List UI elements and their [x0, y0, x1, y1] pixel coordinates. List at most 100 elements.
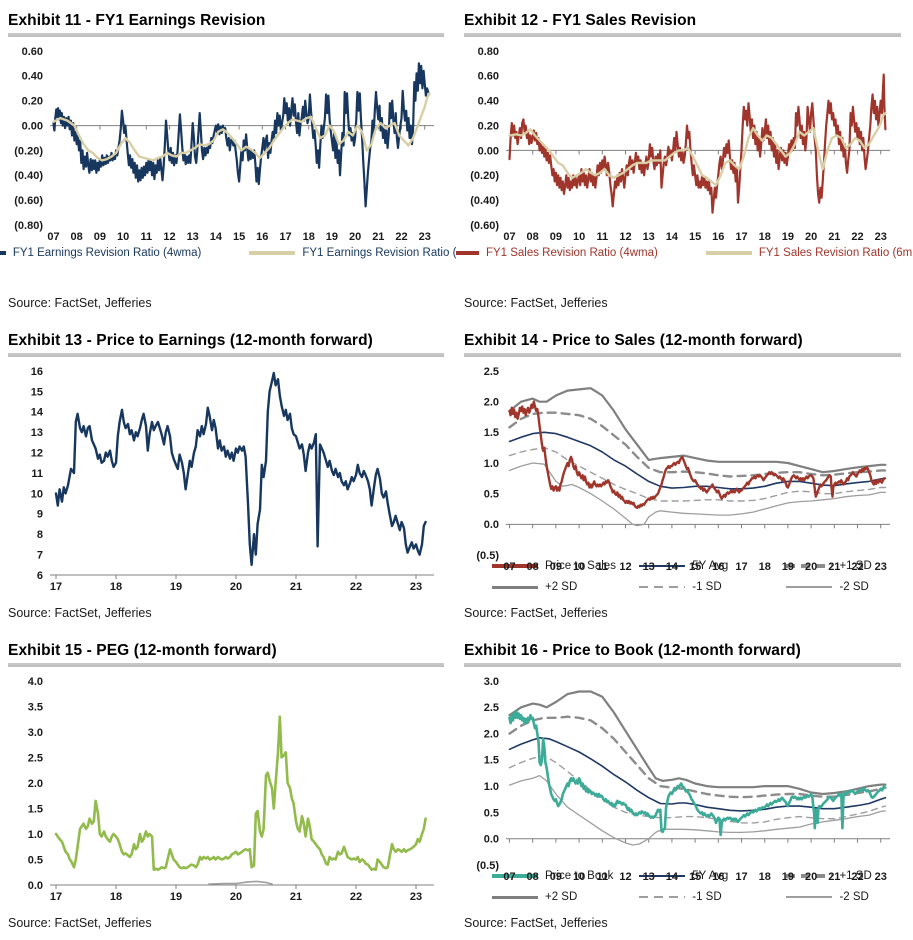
legend-label: FY1 Sales Revision Ratio (6mma) — [758, 247, 913, 259]
series-line — [508, 387, 887, 474]
series-line — [508, 754, 887, 824]
legend-label: -2 SD — [839, 581, 869, 593]
x-axis-tick-label: 14 — [666, 561, 679, 573]
y-axis-tick-label: (0.5) — [476, 550, 499, 562]
title-underline — [8, 353, 444, 357]
legend-line-swatch — [639, 896, 686, 898]
chart-title: Exhibit 16 - Price to Book (12-month for… — [464, 642, 801, 659]
legend-label: +1 SD — [839, 870, 872, 882]
x-axis-tick-label: 16 — [712, 231, 724, 243]
x-axis-tick-label: 07 — [47, 231, 59, 243]
x-axis-tick-label: 11 — [596, 871, 608, 883]
legend-label: 5Y Avg — [692, 560, 729, 572]
x-axis-tick-label: 23 — [875, 871, 887, 883]
y-axis-tick-label: 1.0 — [28, 829, 43, 841]
y-axis-tick-label: 0.0 — [28, 880, 43, 892]
x-axis-tick-label: 20 — [805, 561, 817, 573]
x-axis-tick-label: 08 — [71, 231, 83, 243]
plot-area: 16 15 14 13 12 11 10 9 8 7 6 17 18 19 20 21 22 23 — [31, 366, 434, 593]
series-line — [208, 880, 273, 885]
exhibit-11-card: Exhibit 11 - FY1 Earnings Revision 0.60 0… — [0, 0, 456, 320]
title-underline — [8, 663, 444, 667]
y-axis-tick-label: 0.80 — [478, 46, 499, 58]
y-axis-tick-label: (0.60) — [14, 195, 43, 207]
x-axis-tick-label: 21 — [372, 231, 384, 243]
legend-item: +1 SD — [786, 870, 901, 882]
legend-item: FY1 Sales Revision Ratio (6mma) — [705, 247, 913, 259]
x-axis-tick-label: 22 — [851, 871, 863, 883]
source-label: Source: FactSet, Jefferies — [8, 296, 152, 310]
chart-title: Exhibit 15 - PEG (12-month forward) — [8, 642, 277, 659]
y-axis-tick-label: 0.5 — [484, 807, 499, 819]
x-axis-tick-label: 12 — [619, 561, 631, 573]
x-axis-tick-label: 13 — [643, 561, 655, 573]
legend-line-swatch — [0, 251, 6, 255]
x-axis-tick-label: 19 — [782, 561, 794, 573]
x-axis-tick-label: 09 — [94, 231, 106, 243]
y-axis-tick-label: 0.20 — [22, 96, 43, 108]
y-axis-tick-label: 0.40 — [478, 96, 499, 108]
y-axis-tick-label: 9 — [37, 509, 43, 521]
x-axis-tick-label: 22 — [350, 891, 362, 903]
x-axis-tick-label: 09 — [550, 561, 562, 573]
legend-item: Price to Sales — [492, 560, 639, 572]
legend-item: FY1 Earnings Revision Ratio (6mma) — [249, 247, 456, 259]
plot-area: 3.0 2.5 2.0 1.5 1.0 0.5 0.0 (0.5) 07 08 09 10 11 12 13… — [476, 676, 890, 883]
legend-item: 5Y Avg — [639, 560, 786, 572]
y-axis-tick-label: 16 — [31, 366, 43, 378]
series-line — [508, 400, 886, 510]
x-axis-tick-label: 18 — [759, 871, 771, 883]
series-line — [54, 715, 427, 871]
y-axis-tick-label: 13 — [31, 427, 43, 439]
x-axis-tick-label: 21 — [828, 231, 840, 243]
y-axis-tick-label: 0.60 — [478, 71, 499, 83]
x-axis-tick-label: 14 — [666, 231, 679, 243]
legend-label: Price to Book — [545, 870, 614, 882]
legend-line-swatch — [639, 565, 686, 567]
chart-legend: FY1 Sales Revision Ratio (4wma) FY1 Sales… — [456, 247, 913, 259]
legend-item: +2 SD — [492, 891, 639, 903]
y-axis-tick-label: 0.00 — [22, 120, 43, 132]
series-line — [508, 774, 887, 846]
legend-label: -1 SD — [692, 891, 722, 903]
y-axis-tick-label: 6 — [37, 570, 43, 582]
x-axis-tick-label: 12 — [619, 231, 631, 243]
legend-label: +2 SD — [545, 581, 578, 593]
series-line — [508, 462, 887, 527]
y-axis-tick-label: (0.20) — [14, 145, 43, 157]
x-axis-tick-label: 11 — [596, 561, 608, 573]
x-axis-tick-label: 16 — [712, 871, 724, 883]
series-line — [508, 431, 887, 490]
x-axis-tick-label: 17 — [735, 871, 747, 883]
x-axis-tick-label: 20 — [230, 581, 242, 593]
legend-item: +1 SD — [786, 560, 901, 572]
x-axis-tick-label: 22 — [395, 231, 407, 243]
title-underline — [464, 353, 901, 357]
y-axis-tick-label: 2.0 — [484, 728, 499, 740]
chart-title: Exhibit 13 - Price to Earnings (12-month… — [8, 332, 373, 349]
chart-legend: Price to Sales 5Y Avg +1 SD +2 SD -1 SD -2 SD — [464, 560, 901, 593]
legend-item: -2 SD — [786, 581, 901, 593]
legend-item: -2 SD — [786, 891, 901, 903]
y-axis-tick-label: 2.5 — [484, 702, 499, 714]
chart-canvas: 16 15 14 13 12 11 10 9 8 7 6 17 18 19 20 21 22 23 — [8, 363, 444, 595]
legend-label: 5Y Avg — [692, 870, 729, 882]
y-axis-tick-label: 7 — [37, 549, 43, 561]
x-axis-tick-label: 09 — [550, 871, 562, 883]
x-axis-tick-label: 19 — [170, 891, 182, 903]
legend-label: FY1 Sales Revision Ratio (4wma) — [485, 247, 658, 259]
x-axis-tick-label: 19 — [782, 231, 794, 243]
legend-line-swatch — [705, 251, 752, 255]
y-axis-tick-label: 0.60 — [22, 46, 43, 58]
x-axis-tick-label: 15 — [689, 871, 701, 883]
legend-label: FY1 Earnings Revision Ratio (4wma) — [12, 247, 202, 259]
source-label: Source: FactSet, Jefferies — [464, 606, 608, 620]
x-axis-tick-label: 20 — [230, 891, 242, 903]
x-axis-tick-label: 13 — [187, 231, 199, 243]
x-axis-tick-label: 23 — [419, 231, 431, 243]
legend-line-swatch — [786, 564, 833, 568]
x-axis-tick-label: 11 — [596, 231, 608, 243]
y-axis-tick-label: 1.5 — [484, 755, 499, 767]
x-axis-tick-label: 17 — [735, 561, 747, 573]
y-axis-tick-label: 2.5 — [28, 752, 43, 764]
